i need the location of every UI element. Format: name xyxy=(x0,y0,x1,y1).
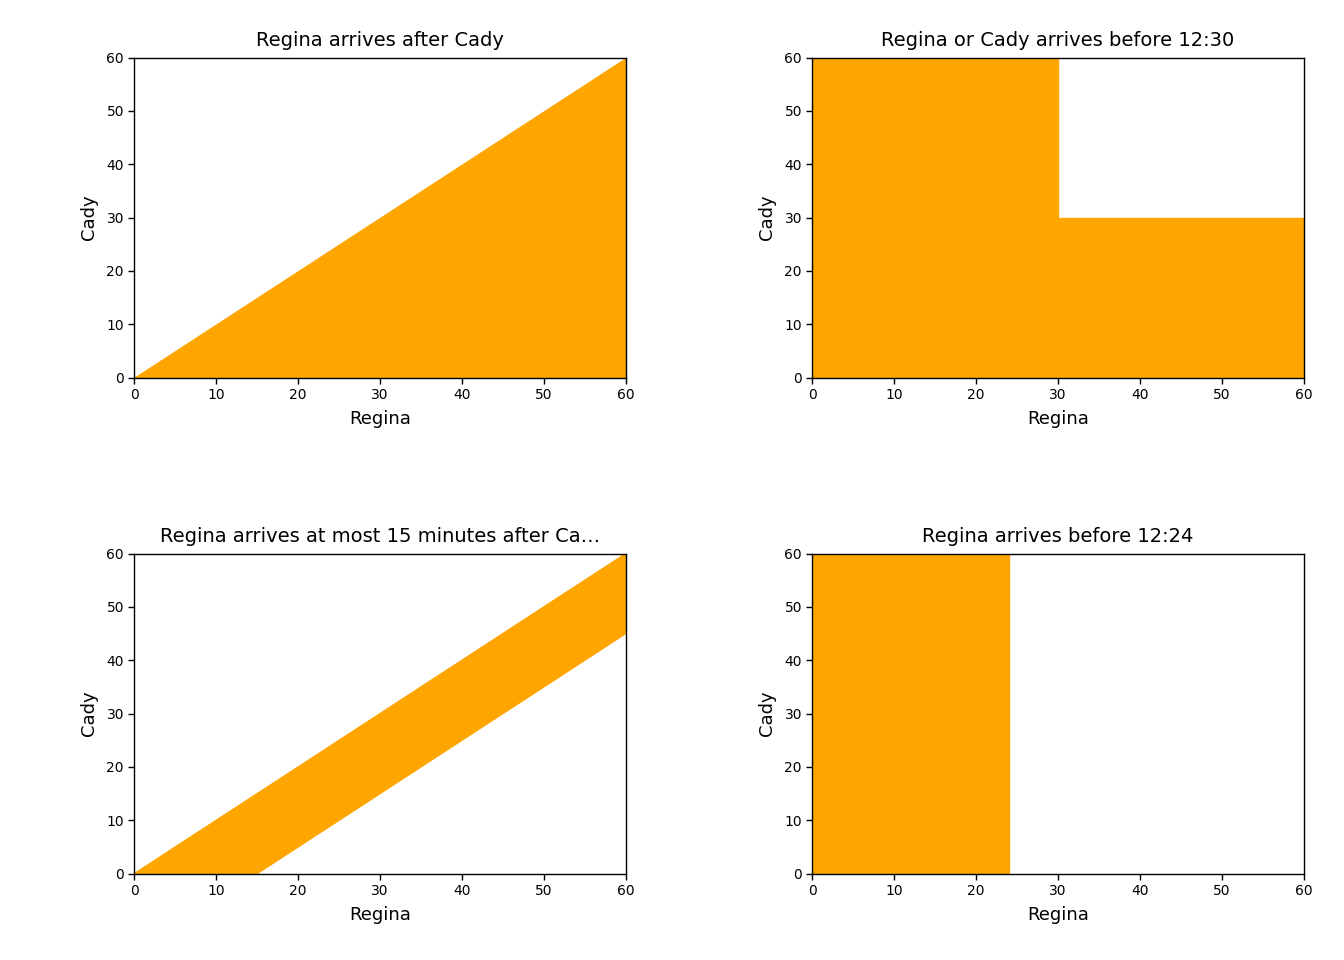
Title: Regina arrives before 12:24: Regina arrives before 12:24 xyxy=(922,527,1193,546)
Bar xyxy=(812,218,1304,377)
X-axis label: Regina: Regina xyxy=(349,410,411,428)
X-axis label: Regina: Regina xyxy=(349,906,411,924)
X-axis label: Regina: Regina xyxy=(1027,410,1089,428)
Y-axis label: Cady: Cady xyxy=(81,195,98,240)
Bar xyxy=(812,554,1009,874)
Polygon shape xyxy=(134,58,626,377)
Y-axis label: Cady: Cady xyxy=(758,691,775,736)
Y-axis label: Cady: Cady xyxy=(81,691,98,736)
Title: Regina arrives at most 15 minutes after Ca…: Regina arrives at most 15 minutes after … xyxy=(160,527,601,546)
Title: Regina or Cady arrives before 12:30: Regina or Cady arrives before 12:30 xyxy=(882,32,1235,51)
Polygon shape xyxy=(134,554,626,874)
X-axis label: Regina: Regina xyxy=(1027,906,1089,924)
Title: Regina arrives after Cady: Regina arrives after Cady xyxy=(257,32,504,51)
Bar xyxy=(812,58,1058,218)
Y-axis label: Cady: Cady xyxy=(758,195,775,240)
